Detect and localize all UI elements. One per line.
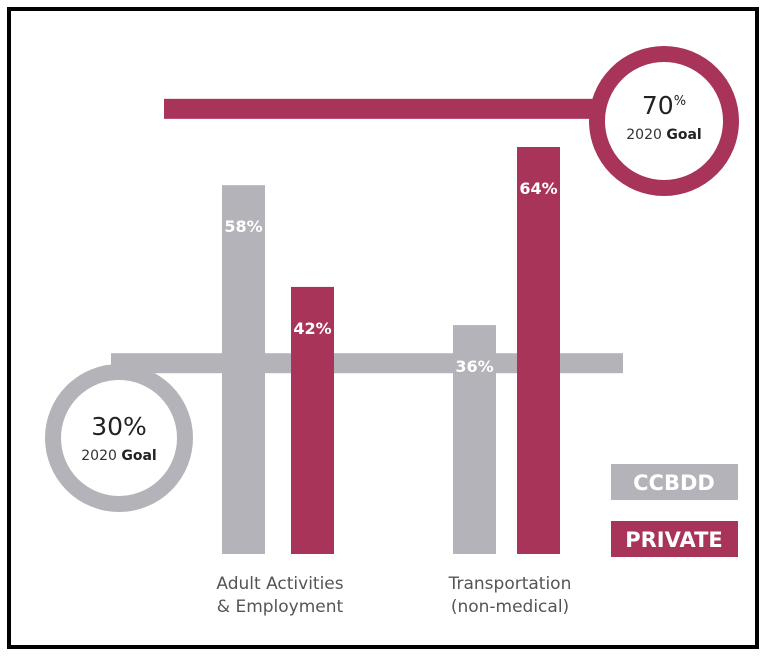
bar-value-label: 36%	[455, 357, 493, 376]
bar-private-0	[291, 286, 334, 554]
goal-ring-private	[589, 46, 739, 196]
category-label: Adult Activities	[216, 574, 343, 594]
legend: CCBDD PRIVATE	[611, 464, 738, 557]
category-label: (non-medical)	[451, 597, 569, 617]
bar-value-labels: 58% 36% 42% 64%	[224, 179, 557, 376]
bar-private-1	[517, 147, 560, 554]
bar-value-label: 64%	[519, 179, 557, 198]
goal-pct-ccbdd: 30%	[91, 412, 147, 441]
bar-ccbdd-1	[453, 325, 496, 554]
category-label: & Employment	[217, 597, 344, 617]
goal-pct-private: 70%	[642, 91, 686, 120]
bars	[222, 147, 560, 554]
bar-value-label: 42%	[293, 319, 331, 338]
chart-frame: 58% 36% 42% 64% 30% 2020 Goal 70% 2020 Goal…	[7, 7, 759, 649]
goal-label-private: 2020 Goal	[626, 127, 701, 143]
legend-swatch-private	[611, 521, 738, 557]
legend-swatch-ccbdd	[611, 464, 738, 500]
legend-label-ccbdd: CCBDD	[633, 471, 715, 495]
goal-label-ccbdd: 2020 Goal	[81, 448, 156, 464]
bar-ccbdd-0	[222, 185, 265, 554]
bar-value-label: 58%	[224, 217, 262, 236]
legend-label-private: PRIVATE	[625, 528, 723, 552]
bar-chart: 58% 36% 42% 64% 30% 2020 Goal 70% 2020 Goal…	[45, 46, 739, 617]
goal-ring-ccbdd	[45, 364, 193, 512]
goal-circle-private: 70% 2020 Goal	[589, 46, 739, 196]
category-labels: Adult Activities & Employment Transporta…	[216, 574, 571, 617]
goal-line-private	[164, 98, 611, 119]
category-label: Transportation	[448, 574, 572, 594]
goal-circle-ccbdd: 30% 2020 Goal	[45, 364, 193, 512]
